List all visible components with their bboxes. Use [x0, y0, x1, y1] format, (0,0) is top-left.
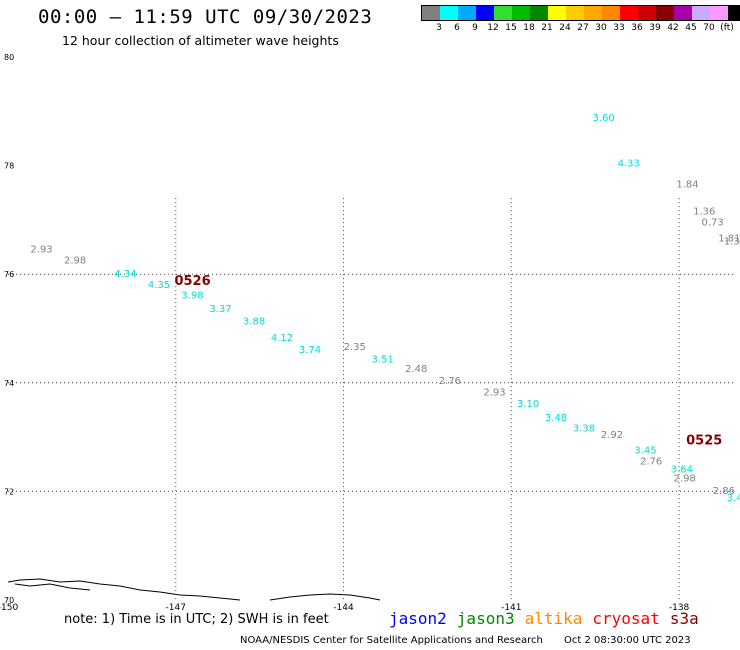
x-tick-label: -141 — [501, 603, 521, 613]
wave-height-point: 2.48 — [405, 364, 427, 375]
wave-height-point: 4.33 — [618, 159, 640, 170]
color-swatch — [494, 6, 512, 20]
satellite-jason3: jason3 — [456, 609, 515, 628]
wave-height-point: 2.76 — [640, 456, 662, 467]
color-swatch — [512, 6, 530, 20]
wave-height-point: 1.81 — [718, 234, 740, 245]
color-scale-label: 70 — [703, 23, 715, 33]
wave-height-point: 2.98 — [674, 474, 696, 485]
wave-height-point: 3.45 — [634, 445, 656, 456]
x-tick-label: -147 — [166, 603, 186, 613]
color-scale-labels: 3 6 9 12 15 18 21 24 27 30 33 36 39 42 45 70 (ft) — [421, 21, 740, 35]
color-swatch — [440, 6, 458, 20]
x-tick-label: -144 — [333, 603, 354, 613]
color-scale-label: 15 — [505, 23, 517, 33]
satellite-jason2: jason2 — [389, 609, 447, 628]
satellite-cryosat: cryosat — [592, 609, 660, 628]
color-swatch — [710, 6, 728, 20]
color-scale-label: 36 — [631, 23, 643, 33]
satellite-altika: altika — [524, 609, 583, 628]
color-swatch — [530, 6, 548, 20]
color-swatch — [674, 6, 692, 20]
note-text: note: 1) Time is in UTC; 2) SWH is in fe… — [64, 612, 329, 627]
wave-height-point: 1.84 — [676, 179, 698, 190]
wave-height-point: 3.64 — [671, 464, 693, 475]
color-swatch — [422, 6, 440, 20]
color-swatch — [476, 6, 494, 20]
color-swatch — [548, 6, 566, 20]
color-scale-label: 30 — [595, 23, 607, 33]
wave-height-point: 2.98 — [64, 255, 86, 266]
wave-height-point: 3.48 — [545, 413, 567, 424]
color-scale-label: 18 — [523, 23, 535, 33]
wave-height-point: 2.76 — [439, 376, 461, 387]
color-scale-label: 27 — [577, 23, 589, 33]
wave-height-point: 3.37 — [209, 304, 231, 315]
color-swatch — [584, 6, 602, 20]
wave-height-point: 3.10 — [517, 399, 539, 410]
wave-height-point: 1.36 — [693, 206, 715, 217]
color-scale-label: 45 — [685, 23, 697, 33]
color-scale-legend: 3 6 9 12 15 18 21 24 27 30 33 36 39 42 45 70 (ft) — [421, 5, 740, 35]
wave-height-point: 3.51 — [372, 355, 394, 366]
color-scale-label: 39 — [649, 23, 661, 33]
color-scale-label: 33 — [613, 23, 625, 33]
wave-height-point: 0525 — [686, 434, 722, 449]
y-tick-label: 80 — [4, 53, 14, 62]
chart-subtitle: 12 hour collection of altimeter wave hei… — [62, 33, 339, 48]
wave-height-point: 2.35 — [344, 342, 366, 353]
wave-height-point: 4.35 — [148, 280, 170, 291]
color-scale-label: 3 — [436, 23, 442, 33]
wave-height-point: 3.74 — [299, 345, 321, 356]
color-swatch — [728, 6, 740, 20]
wave-height-point: 2.92 — [601, 430, 623, 441]
credit-line: NOAA/NESDIS Center for Satellite Applica… — [240, 635, 691, 646]
color-swatch — [458, 6, 476, 20]
credit-source: NOAA/NESDIS Center for Satellite Applica… — [240, 635, 543, 646]
y-tick-label: 76 — [4, 270, 14, 279]
satellite-legend: jason2 jason3 altika cryosat s3a — [389, 609, 709, 628]
color-swatch — [638, 6, 656, 20]
wave-height-point: 3.98 — [181, 291, 203, 302]
color-scale-label: 6 — [454, 23, 460, 33]
color-scale-label: 42 — [667, 23, 679, 33]
wave-height-point: 1.38 — [724, 236, 740, 247]
x-tick-label: -150 — [0, 603, 18, 613]
color-swatch — [566, 6, 584, 20]
y-tick-label: 78 — [4, 162, 14, 171]
color-scale-label: 12 — [487, 23, 499, 33]
coastline — [7, 578, 381, 601]
credit-timestamp: Oct 2 08:30:00 UTC 2023 — [564, 635, 691, 646]
wave-height-point: 4.34 — [114, 269, 136, 280]
x-tick-label: -138 — [669, 603, 690, 613]
color-scale-label: 9 — [472, 23, 478, 33]
wave-height-point: 3.88 — [243, 317, 265, 328]
color-scale-label: 21 — [541, 23, 553, 33]
chart-title: 00:00 – 11:59 UTC 09/30/2023 — [38, 6, 373, 28]
color-swatch — [692, 6, 710, 20]
color-scale-label: 24 — [559, 23, 571, 33]
y-tick-label: 74 — [4, 379, 14, 388]
wave-height-point: 2.93 — [30, 244, 52, 255]
wave-height-point: 2.93 — [483, 387, 505, 398]
wave-height-point: 2.86 — [713, 486, 735, 497]
color-swatch — [620, 6, 638, 20]
color-swatch — [656, 6, 674, 20]
wave-height-point: 0526 — [174, 274, 210, 289]
y-tick-label: 70 — [4, 596, 14, 605]
wave-height-point: 3.60 — [592, 113, 614, 124]
y-tick-label: 72 — [4, 487, 14, 496]
color-scale-label: (ft) — [720, 23, 734, 33]
wave-height-point: 3.38 — [573, 424, 595, 435]
color-swatch — [602, 6, 620, 20]
wave-height-point: 3.44 — [727, 493, 740, 504]
satellite-s3a: s3a — [669, 609, 699, 628]
color-scale-swatches — [421, 5, 740, 21]
wave-height-point: 4.12 — [271, 333, 293, 344]
wave-height-point: 0.73 — [701, 217, 723, 228]
